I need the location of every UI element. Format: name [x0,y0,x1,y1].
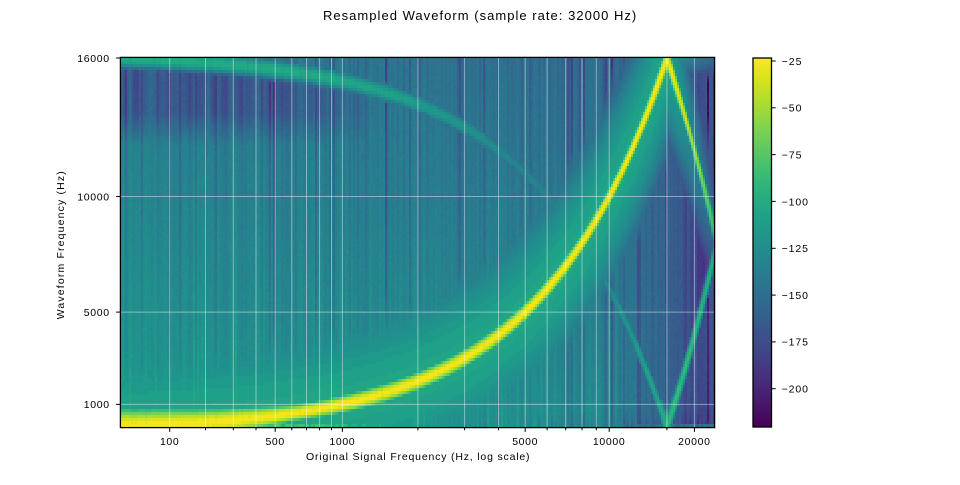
svg-text:Waveform Frequency (Hz): Waveform Frequency (Hz) [55,171,67,320]
svg-text:1000: 1000 [329,436,355,448]
svg-text:Original Signal Frequency (Hz,: Original Signal Frequency (Hz, log scale… [306,451,530,463]
svg-text:−200: −200 [782,384,809,396]
svg-text:500: 500 [265,436,285,448]
svg-text:−125: −125 [782,243,809,255]
svg-text:−150: −150 [782,290,809,302]
svg-text:−100: −100 [782,196,809,208]
svg-text:20000: 20000 [678,436,711,448]
svg-text:10000: 10000 [593,436,626,448]
svg-text:5000: 5000 [84,307,110,319]
svg-text:−175: −175 [782,337,809,349]
svg-text:5000: 5000 [512,436,538,448]
svg-text:−25: −25 [782,56,803,68]
svg-text:−75: −75 [782,150,803,162]
svg-text:100: 100 [160,436,180,448]
svg-text:16000: 16000 [77,53,110,65]
svg-text:Resampled Waveform (sample rat: Resampled Waveform (sample rate: 32000 H… [323,8,637,23]
svg-text:10000: 10000 [77,191,110,203]
svg-text:−50: −50 [782,103,803,115]
svg-text:1000: 1000 [84,399,110,411]
